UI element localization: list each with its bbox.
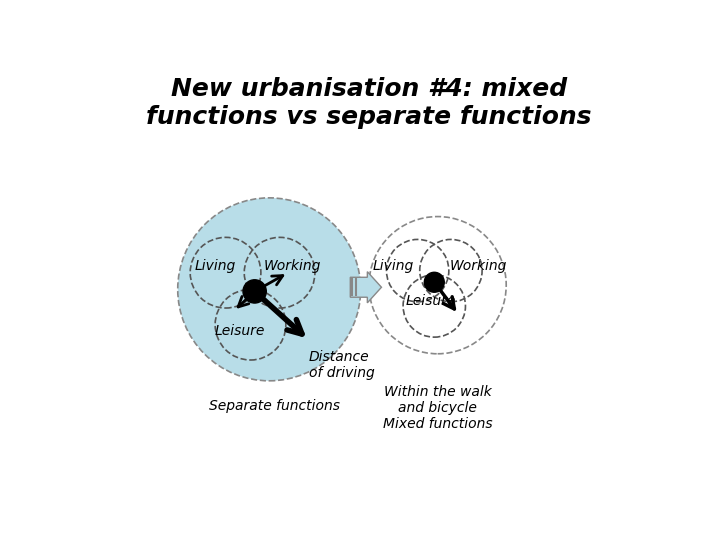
Text: Working: Working <box>449 259 507 273</box>
Text: Distance
of driving: Distance of driving <box>309 349 374 380</box>
Text: Living: Living <box>372 259 413 273</box>
FancyArrow shape <box>351 272 382 303</box>
Text: Leisure: Leisure <box>215 324 265 338</box>
Text: Leisure: Leisure <box>405 294 456 308</box>
Circle shape <box>243 280 266 303</box>
Text: Living: Living <box>194 259 235 273</box>
Text: Within the walk
and bicycle
Mixed functions: Within the walk and bicycle Mixed functi… <box>383 385 492 431</box>
Text: Separate functions: Separate functions <box>209 399 340 413</box>
Text: New urbanisation #4: mixed
functions vs separate functions: New urbanisation #4: mixed functions vs … <box>146 77 592 129</box>
Text: Working: Working <box>264 259 321 273</box>
Circle shape <box>424 272 444 292</box>
Circle shape <box>178 198 361 381</box>
